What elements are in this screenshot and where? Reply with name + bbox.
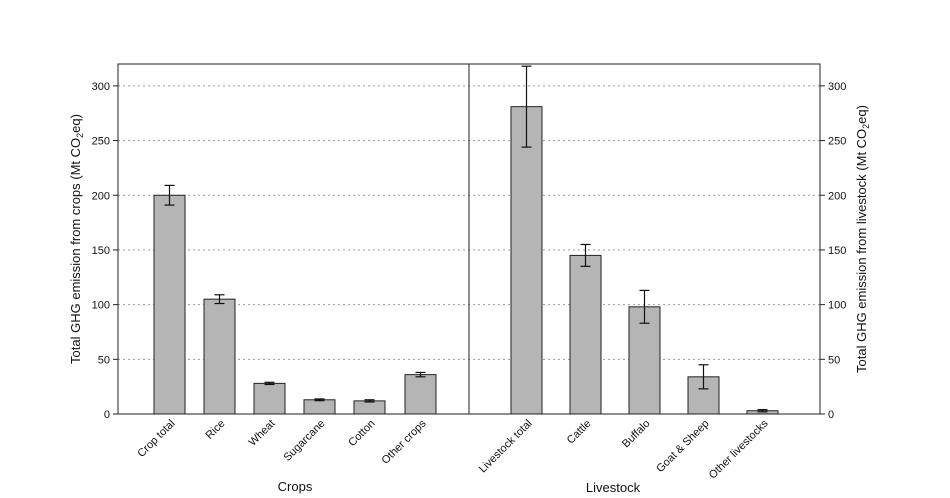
left-axis-title-sub: 2 — [75, 133, 85, 138]
right-tick-label: 50 — [828, 354, 840, 366]
left-tick-label: 300 — [92, 81, 110, 93]
category-label: Wheat — [247, 418, 278, 449]
left-tick-label: 200 — [92, 190, 110, 202]
left-tick-label: 50 — [98, 354, 110, 366]
bar — [687, 376, 720, 415]
category-label: Livestock total — [477, 418, 535, 476]
right-axis-title-main: Total GHG emission from livestock (Mt CO — [854, 129, 869, 373]
right-tick-label: 150 — [828, 245, 846, 257]
category-label: Sugarcane — [282, 418, 328, 464]
bar — [404, 374, 437, 415]
left-tick-label: 250 — [92, 136, 110, 148]
category-label: Cotton — [346, 418, 377, 449]
right-tick-label: 300 — [828, 81, 846, 93]
bar — [510, 106, 543, 415]
plot-frame — [117, 63, 821, 415]
livestock-group-title: Livestock — [586, 480, 641, 495]
left-axis-title: Total GHG emission from crops (Mt CO2eq) — [68, 114, 85, 364]
bar — [353, 400, 386, 415]
left-tick-label: 100 — [92, 300, 110, 312]
bar — [628, 306, 661, 415]
crops-group-title: Crops — [278, 479, 313, 494]
left-axis-title-end: eq) — [68, 114, 83, 133]
category-label: Cattle — [565, 418, 594, 447]
category-label: Goat & Sheep — [654, 418, 711, 475]
tick-layer: 0 0 50 50 100 100 150 150 200 200 250 250 300 300 — [92, 81, 847, 421]
bar — [153, 194, 186, 415]
right-tick-label: 100 — [828, 300, 846, 312]
category-label: Other livestocks — [707, 417, 771, 481]
category-label: Rice — [204, 418, 228, 442]
bar — [303, 399, 336, 415]
bar — [253, 382, 286, 415]
left-axis-title-main: Total GHG emission from crops (Mt CO — [68, 138, 83, 364]
right-tick-label: 200 — [828, 190, 846, 202]
bar — [569, 254, 602, 415]
left-tick-label: 0 — [104, 409, 110, 421]
bar — [203, 298, 236, 415]
bars-layer — [153, 65, 779, 415]
right-tick-label: 250 — [828, 136, 846, 148]
right-axis-title: Total GHG emission from livestock (Mt CO… — [854, 105, 871, 373]
category-label: Buffalo — [620, 418, 653, 451]
right-axis-title-end: eq) — [854, 105, 869, 124]
category-label: Crop total — [135, 418, 177, 460]
right-tick-label: 0 — [828, 409, 834, 421]
category-label: Other crops — [379, 417, 428, 466]
right-axis-title-sub: 2 — [861, 124, 871, 129]
label-layer: Crop total Rice Wheat Sugarcane Cotton Other … — [135, 417, 771, 481]
left-tick-label: 150 — [92, 245, 110, 257]
